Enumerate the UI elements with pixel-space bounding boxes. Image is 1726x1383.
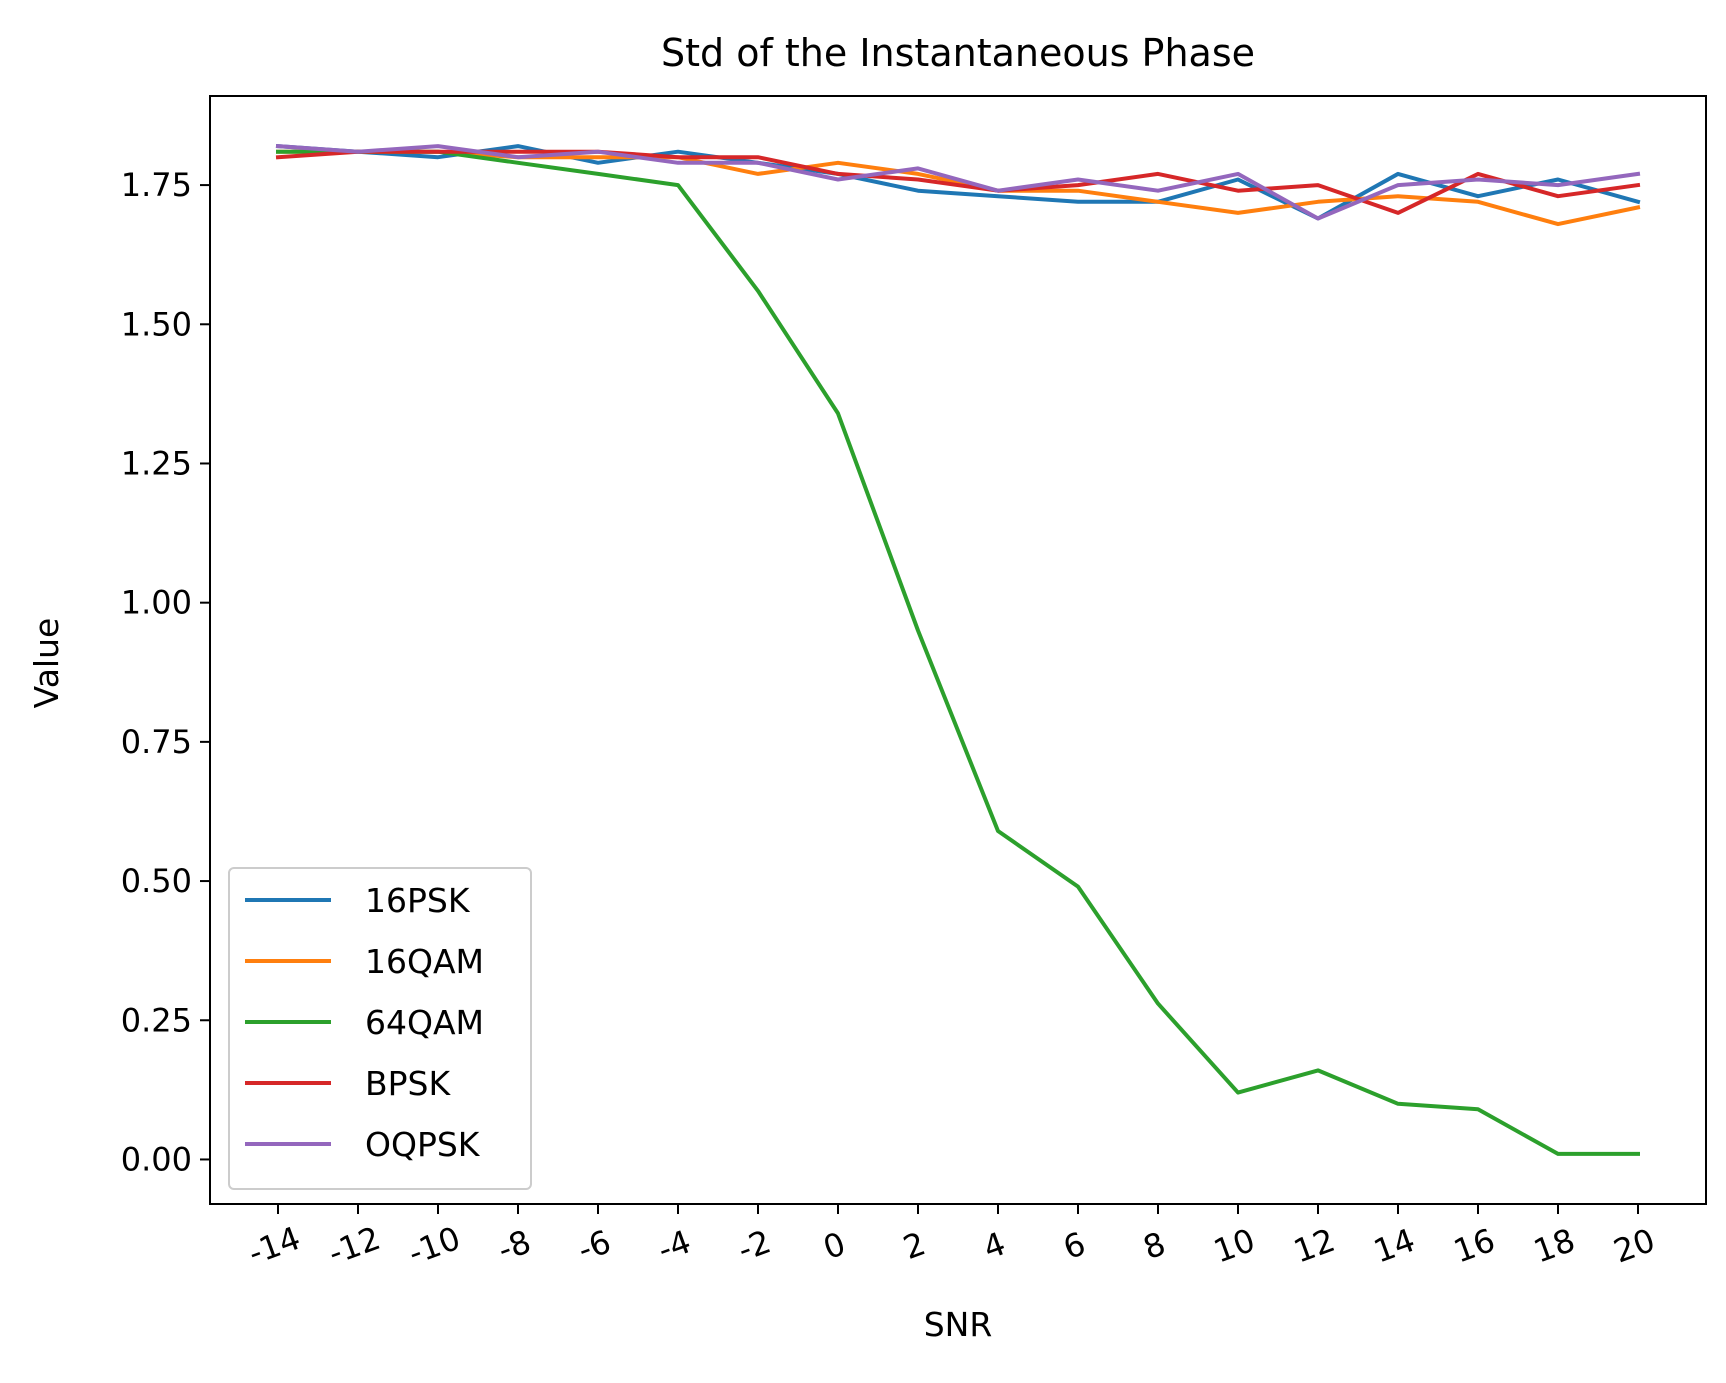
legend-box xyxy=(228,867,532,1190)
legend-label: BPSK xyxy=(365,1064,451,1103)
legend-label: 16PSK xyxy=(365,881,471,920)
series-line-64qam xyxy=(276,149,1640,1156)
series-line-bpsk xyxy=(275,149,1641,215)
y-tick-label: 1.25 xyxy=(121,444,192,482)
legend-label: 16QAM xyxy=(365,942,484,981)
legend: 16PSK 16QAM 64QAM BPSK OQPSK xyxy=(228,867,532,1190)
plot-frame xyxy=(209,95,1707,1205)
y-tick-label: 0.75 xyxy=(121,723,192,761)
y-axis-label: Value xyxy=(27,618,66,709)
chart-title: Std of the Instantaneous Phase xyxy=(661,31,1255,75)
legend-label: OQPSK xyxy=(365,1125,481,1164)
y-tick-label: 0.25 xyxy=(121,1001,192,1039)
legend-label: 64QAM xyxy=(365,1003,484,1042)
y-tick-label: 0.00 xyxy=(121,1140,192,1178)
series-lines xyxy=(275,143,1641,1156)
y-tick-label: 0.50 xyxy=(121,862,192,900)
series-line-16psk xyxy=(275,143,1641,221)
y-tick-label: 1.75 xyxy=(121,166,192,204)
y-axis-ticks: 0.00 0.25 0.50 0.75 1.00 1.25 1.50 1.75 xyxy=(121,166,210,1178)
y-tick-label: 1.00 xyxy=(121,584,192,622)
y-tick-label: 1.50 xyxy=(121,305,192,343)
x-axis-label: SNR xyxy=(924,1305,993,1344)
series-line-oqpsk xyxy=(275,143,1641,221)
